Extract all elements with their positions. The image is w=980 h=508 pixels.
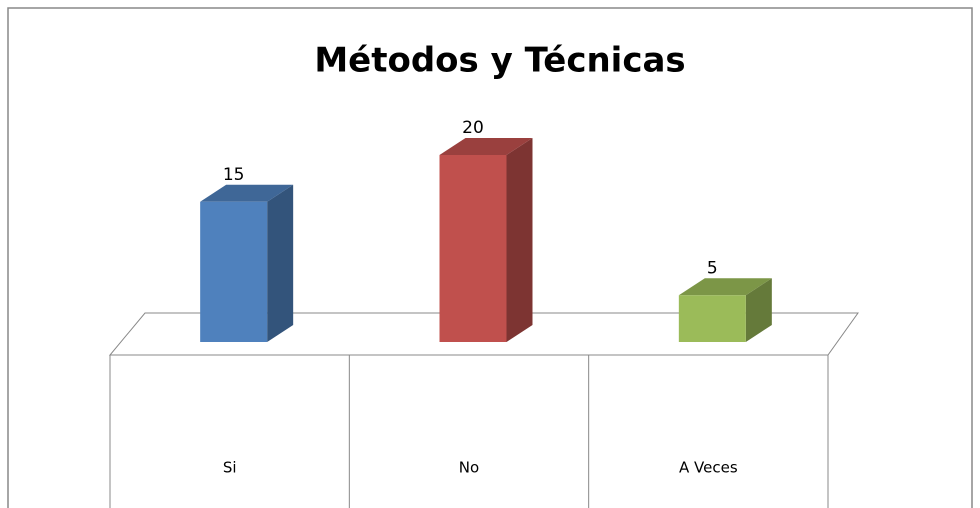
bar-top (200, 184, 294, 202)
data-label: 5 (707, 258, 718, 278)
bar-top (678, 278, 772, 296)
bar-side (745, 278, 772, 342)
x-tick-label: A Veces (679, 459, 738, 477)
data-label: 15 (223, 165, 245, 185)
bar (200, 201, 268, 342)
chart-title: Métodos y Técnicas (314, 41, 685, 81)
bar-side (506, 138, 533, 342)
x-tick-label: No (459, 459, 479, 477)
bar-side (267, 184, 294, 342)
data-label: 20 (462, 118, 484, 138)
bar (678, 295, 746, 342)
x-tick-label: Si (223, 459, 237, 477)
bar-top (439, 138, 533, 155)
bar (439, 155, 507, 342)
